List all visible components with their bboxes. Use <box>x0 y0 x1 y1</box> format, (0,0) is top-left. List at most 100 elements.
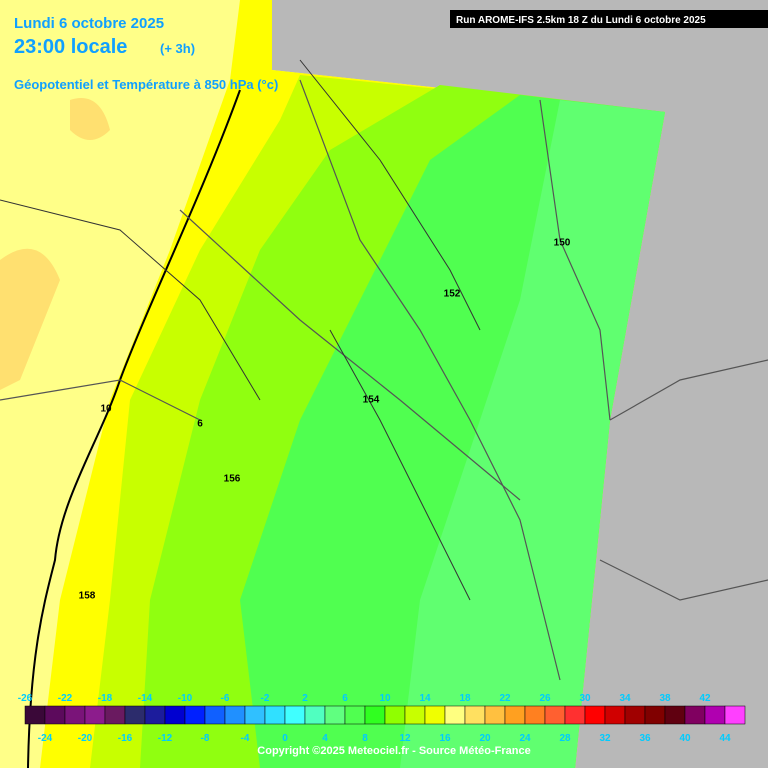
scale-swatch <box>384 705 406 725</box>
scale-label: -8 <box>201 733 210 744</box>
scale-swatch <box>484 705 506 725</box>
scale-swatch <box>724 705 746 725</box>
scale-swatch <box>244 705 266 725</box>
time-label: 23:00 locale <box>14 36 127 58</box>
scale-label: 8 <box>362 733 368 744</box>
scale-swatch <box>704 705 726 725</box>
scale-label: -6 <box>221 693 230 704</box>
date-label: Lundi 6 octobre 2025 <box>14 15 164 32</box>
scale-label: 40 <box>679 733 691 744</box>
scale-label: 44 <box>719 733 731 744</box>
warm-patch <box>70 98 110 140</box>
scale-label: 28 <box>559 733 571 744</box>
scale-label: 22 <box>499 693 511 704</box>
scale-label: 12 <box>399 733 411 744</box>
border <box>539 99 611 421</box>
offset-label: (+ 3h) <box>160 41 195 56</box>
contour-label: 10 <box>100 404 112 415</box>
scale-swatch <box>524 705 546 725</box>
scale-label: -18 <box>98 693 113 704</box>
scale-label: 18 <box>459 693 471 704</box>
scale-label: -10 <box>178 693 193 704</box>
scale-label: -14 <box>138 693 153 704</box>
green-zone <box>400 100 665 768</box>
scale-swatch <box>544 705 566 725</box>
scale-swatch <box>224 705 246 725</box>
scale-label: -20 <box>78 733 93 744</box>
contour-line <box>329 329 471 601</box>
scale-swatch <box>164 705 186 725</box>
scale-swatch <box>344 705 366 725</box>
scale-swatch <box>184 705 206 725</box>
scale-swatch <box>104 705 126 725</box>
run-label: Run AROME-IFS 2.5km 18 Z du Lundi 6 octo… <box>456 15 706 26</box>
scale-swatch <box>44 705 66 725</box>
scale-label: -12 <box>158 733 173 744</box>
scale-label: 6 <box>342 693 348 704</box>
copyright: Copyright ©2025 Meteociel.fr - Source Mé… <box>257 745 530 757</box>
scale-label: 36 <box>639 733 651 744</box>
scale-swatch <box>124 705 146 725</box>
contour-label: 152 <box>444 289 461 300</box>
coastline <box>27 89 241 769</box>
scale-swatch <box>264 705 286 725</box>
contour-label: 156 <box>224 474 241 485</box>
scale-label: 16 <box>439 733 451 744</box>
scale-swatch <box>664 705 686 725</box>
scale-swatch <box>684 705 706 725</box>
scale-swatch <box>304 705 326 725</box>
scale-swatch <box>464 705 486 725</box>
scale-swatch <box>324 705 346 725</box>
scale-label: 24 <box>519 733 531 744</box>
scale-swatch <box>64 705 86 725</box>
scale-swatch <box>584 705 606 725</box>
contour-label: 158 <box>79 591 96 602</box>
scale-swatch <box>424 705 446 725</box>
scale-label: -24 <box>38 733 53 744</box>
scale-swatch <box>644 705 666 725</box>
scale-swatch <box>604 705 626 725</box>
scale-label: 30 <box>579 693 591 704</box>
contour-line <box>299 59 481 331</box>
scale-label: 26 <box>539 693 551 704</box>
scale-label: -4 <box>241 733 250 744</box>
border <box>609 359 768 421</box>
contour-label: 154 <box>363 395 380 406</box>
scale-label: 38 <box>659 693 671 704</box>
scale-swatch <box>284 705 306 725</box>
scale-swatch <box>144 705 166 725</box>
border <box>299 79 561 681</box>
scale-label: 10 <box>379 693 391 704</box>
border <box>179 209 521 501</box>
scale-swatch <box>84 705 106 725</box>
scale-swatch <box>364 705 386 725</box>
scale-swatch <box>404 705 426 725</box>
scale-swatch <box>444 705 466 725</box>
warm-patch <box>0 248 60 390</box>
field-label: Géopotentiel et Température à 850 hPa (°… <box>14 77 278 92</box>
scale-swatch <box>624 705 646 725</box>
contour-label: 150 <box>554 238 571 249</box>
scale-label: 42 <box>699 693 711 704</box>
contour-line <box>0 199 261 401</box>
scale-label: -22 <box>58 693 73 704</box>
scale-label: 34 <box>619 693 631 704</box>
border <box>599 559 768 601</box>
scale-label: -26 <box>18 693 33 704</box>
scale-label: 14 <box>419 693 431 704</box>
scale-label: -2 <box>261 693 270 704</box>
scale-label: 2 <box>302 693 308 704</box>
scale-label: 4 <box>322 733 328 744</box>
scale-swatch <box>24 705 46 725</box>
border <box>0 379 201 421</box>
scale-label: -16 <box>118 733 133 744</box>
run-box <box>450 10 768 28</box>
scale-label: 0 <box>282 733 288 744</box>
scale-label: 32 <box>599 733 611 744</box>
contour-label: 6 <box>197 419 203 430</box>
scale-swatch <box>204 705 226 725</box>
scale-swatch <box>504 705 526 725</box>
scale-swatch <box>564 705 586 725</box>
scale-label: 20 <box>479 733 491 744</box>
